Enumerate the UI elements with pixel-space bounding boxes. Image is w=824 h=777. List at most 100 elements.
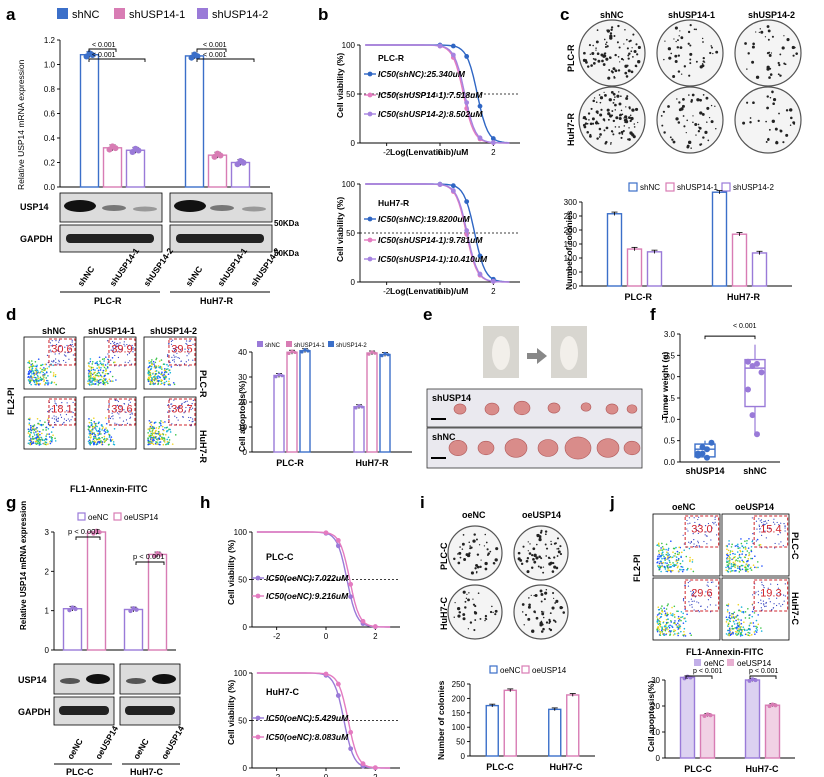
event-dot [128,399,130,401]
colony [764,36,767,38]
colony [457,614,461,618]
colony [786,38,790,42]
event-dot [59,405,61,407]
legend-marker [367,92,373,98]
x-tick-label: shNC [743,466,767,476]
data-point [490,278,496,284]
bar [744,679,761,759]
event-dot [88,442,91,445]
event-dot [704,525,707,527]
legend-c: shNC shUSP14-1 shUSP14-2 [628,182,774,192]
y-tick-label: 1 [45,607,50,616]
colony [702,41,704,43]
colony [472,539,476,543]
data-point [357,404,361,408]
event-dot [740,542,743,545]
event-dot [32,437,34,440]
event-dot [160,366,163,368]
event-dot [92,372,95,375]
event-dot [94,371,96,374]
event-dot [707,585,709,587]
event-dot [147,371,150,374]
event-dot [55,362,57,364]
event-dot [667,555,669,558]
colony [769,73,773,76]
colony [489,550,492,553]
colony [553,597,555,599]
x-tick-label: 2 [491,148,496,157]
event-dot [677,610,679,613]
y-tick-label: 3 [45,528,50,537]
legend-label-shusp14-1: shUSP14-1 [129,9,185,21]
event-dot [687,530,689,532]
apoptosis-gate [108,398,136,426]
event-dot [192,359,194,361]
event-dot [96,425,98,428]
colony [674,54,678,58]
event-dot [47,427,50,430]
colony [683,125,686,128]
event-dot [672,634,675,636]
colony [606,29,611,33]
event-dot [101,425,104,427]
colony [683,65,687,68]
event-dot [90,375,92,378]
event-dot [748,552,750,554]
event-dot [161,436,163,439]
colony [677,121,681,124]
colony [681,104,685,108]
event-dot [42,423,44,426]
event-dot [663,610,666,612]
event-dot [102,381,105,384]
bar [79,54,100,188]
event-dot [52,364,54,367]
event-dot [731,565,734,568]
event-dot [93,421,96,423]
event-dot [62,423,64,425]
event-dot [91,423,93,425]
event-dot [715,524,717,526]
colony [779,74,782,77]
colony [545,555,548,557]
event-dot [36,374,39,377]
panel-letter-g: g [6,493,16,512]
event-dot [754,555,756,558]
event-dot [46,433,49,435]
event-dot [727,557,729,560]
event-dot [766,547,768,549]
h-bottom-ic50-1: IC50(oeNC):5.429uM [266,713,349,723]
event-dot [47,383,49,386]
event-dot [729,551,732,554]
event-dot [680,619,682,622]
event-dot [94,369,96,371]
event-dot [37,376,39,378]
colony [610,91,614,94]
y-tick-label: 3.0 [664,330,676,339]
event-dot [189,340,192,342]
event-dot [89,384,91,386]
event-dot [50,431,53,433]
d-ylabel: FL2-PI [6,387,16,415]
event-dot [31,376,34,378]
event-dot [89,360,92,363]
event-dot [96,442,99,445]
colony [624,115,628,119]
colony [544,543,547,546]
event-dot [121,424,123,426]
event-dot [739,549,741,552]
event-dot [49,342,51,344]
event-dot [151,426,154,428]
event-dot [71,341,73,343]
colony [767,38,770,41]
colony [539,566,543,569]
event-dot [48,433,50,435]
event-dot [28,435,31,438]
event-dot [156,443,159,445]
data-point [303,348,307,352]
colony [624,71,628,75]
colony [605,140,608,144]
event-dot [147,432,149,434]
colony [758,31,760,34]
event-dot [725,616,728,619]
event-dot [658,564,660,567]
